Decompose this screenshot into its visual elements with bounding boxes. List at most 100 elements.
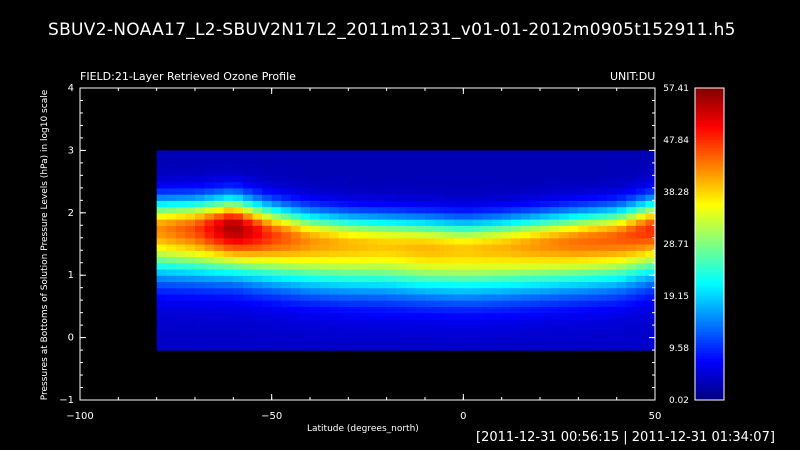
heatmap-cell bbox=[310, 250, 321, 258]
heatmap-cell bbox=[511, 337, 522, 345]
heatmap-cell bbox=[329, 300, 340, 307]
heatmap-cell bbox=[223, 331, 234, 339]
heatmap-cell bbox=[530, 306, 541, 314]
heatmap-cell bbox=[578, 156, 589, 164]
colorbar-segment bbox=[695, 376, 724, 380]
heatmap-cell bbox=[635, 175, 647, 183]
colorbar-segment bbox=[695, 267, 724, 271]
heatmap-cell bbox=[607, 219, 618, 226]
heatmap-cell bbox=[511, 231, 522, 239]
heatmap-cell bbox=[415, 194, 426, 201]
heatmap-cell bbox=[367, 244, 378, 251]
heatmap-cell bbox=[195, 187, 206, 195]
heatmap-cell bbox=[396, 200, 407, 208]
colorbar-segment bbox=[695, 371, 724, 375]
heatmap-cell bbox=[453, 225, 464, 233]
heatmap-cell bbox=[520, 300, 532, 307]
heatmap-cell bbox=[635, 293, 647, 301]
heatmap-cell bbox=[367, 343, 378, 351]
colorbar-segment bbox=[695, 329, 724, 333]
heatmap-cell bbox=[635, 337, 647, 345]
heatmap-cell bbox=[300, 300, 311, 307]
heatmap-cell bbox=[252, 331, 263, 339]
heatmap-cell bbox=[166, 200, 177, 208]
heatmap-cell bbox=[434, 256, 445, 264]
heatmap-cell bbox=[377, 300, 388, 307]
heatmap-cell bbox=[175, 231, 187, 239]
heatmap-cell bbox=[492, 256, 503, 264]
colorbar-segment bbox=[695, 98, 724, 102]
heatmap-cell bbox=[472, 281, 484, 289]
heatmap-cell bbox=[290, 244, 302, 251]
heatmap-cell bbox=[242, 281, 254, 289]
heatmap-cell bbox=[607, 325, 618, 332]
heatmap-cell bbox=[482, 231, 493, 239]
heatmap-cell bbox=[405, 300, 417, 307]
heatmap-cell bbox=[482, 194, 493, 201]
heatmap-cell bbox=[444, 343, 455, 351]
heatmap-cell bbox=[540, 162, 551, 170]
heatmap-cell bbox=[597, 287, 608, 295]
colorbar-segment bbox=[695, 392, 724, 396]
heatmap-cell bbox=[444, 244, 455, 251]
heatmap-cell bbox=[434, 187, 445, 195]
heatmap-cell bbox=[549, 281, 560, 289]
heatmap-cell bbox=[175, 219, 187, 226]
heatmap-cell bbox=[626, 212, 637, 220]
heatmap-cell bbox=[204, 175, 215, 183]
heatmap-cell bbox=[405, 287, 417, 295]
heatmap-cell bbox=[386, 162, 397, 170]
colorbar-segment bbox=[695, 121, 724, 125]
heatmap-cell bbox=[635, 343, 647, 351]
heatmap-cell bbox=[156, 175, 167, 183]
heatmap-cell bbox=[607, 287, 618, 295]
heatmap-cell bbox=[396, 293, 407, 301]
heatmap-cell bbox=[338, 194, 349, 201]
heatmap-cell bbox=[271, 306, 282, 314]
heatmap-cell bbox=[511, 275, 522, 283]
heatmap-cell bbox=[405, 169, 417, 176]
heatmap-cell bbox=[338, 300, 349, 307]
heatmap-cell bbox=[156, 275, 167, 283]
heatmap-cell bbox=[405, 281, 417, 289]
heatmap-cell bbox=[271, 281, 282, 289]
heatmap-cell bbox=[204, 293, 215, 301]
heatmap-cell bbox=[233, 212, 244, 220]
heatmap-cell bbox=[520, 219, 532, 226]
colorbar-segment bbox=[695, 192, 724, 196]
heatmap-cell bbox=[338, 244, 349, 251]
heatmap-cell bbox=[511, 212, 522, 220]
colorbar-segment bbox=[695, 249, 724, 253]
heatmap-cell bbox=[166, 212, 177, 220]
heatmap-cell bbox=[214, 337, 225, 345]
heatmap-cell bbox=[329, 237, 340, 245]
heatmap-cell bbox=[530, 212, 541, 220]
colorbar-segment bbox=[695, 119, 724, 123]
heatmap-cell bbox=[587, 187, 599, 195]
colorbar-segment bbox=[695, 316, 724, 320]
heatmap-cell bbox=[233, 293, 244, 301]
heatmap-cell bbox=[386, 325, 397, 332]
heatmap-cell bbox=[482, 312, 493, 320]
heatmap-cell bbox=[492, 281, 503, 289]
heatmap-cell bbox=[549, 156, 560, 164]
heatmap-cell bbox=[166, 312, 177, 320]
heatmap-cell bbox=[367, 206, 378, 214]
heatmap-cell bbox=[329, 244, 340, 251]
heatmap-cell bbox=[520, 181, 532, 189]
heatmap-cell bbox=[386, 181, 397, 189]
heatmap-cell bbox=[530, 219, 541, 226]
heatmap-cell bbox=[242, 262, 254, 270]
heatmap-cell bbox=[607, 300, 618, 307]
heatmap-cell bbox=[425, 194, 436, 201]
heatmap-cell bbox=[310, 187, 321, 195]
heatmap-cell bbox=[252, 325, 263, 332]
heatmap-cell bbox=[559, 212, 570, 220]
heatmap-cell bbox=[463, 206, 474, 214]
heatmap-cell bbox=[540, 175, 551, 183]
heatmap-cell bbox=[645, 250, 656, 258]
heatmap-cell bbox=[357, 287, 369, 295]
heatmap-cell bbox=[463, 200, 474, 208]
heatmap-cell bbox=[607, 156, 618, 164]
heatmap-cell bbox=[530, 150, 541, 158]
